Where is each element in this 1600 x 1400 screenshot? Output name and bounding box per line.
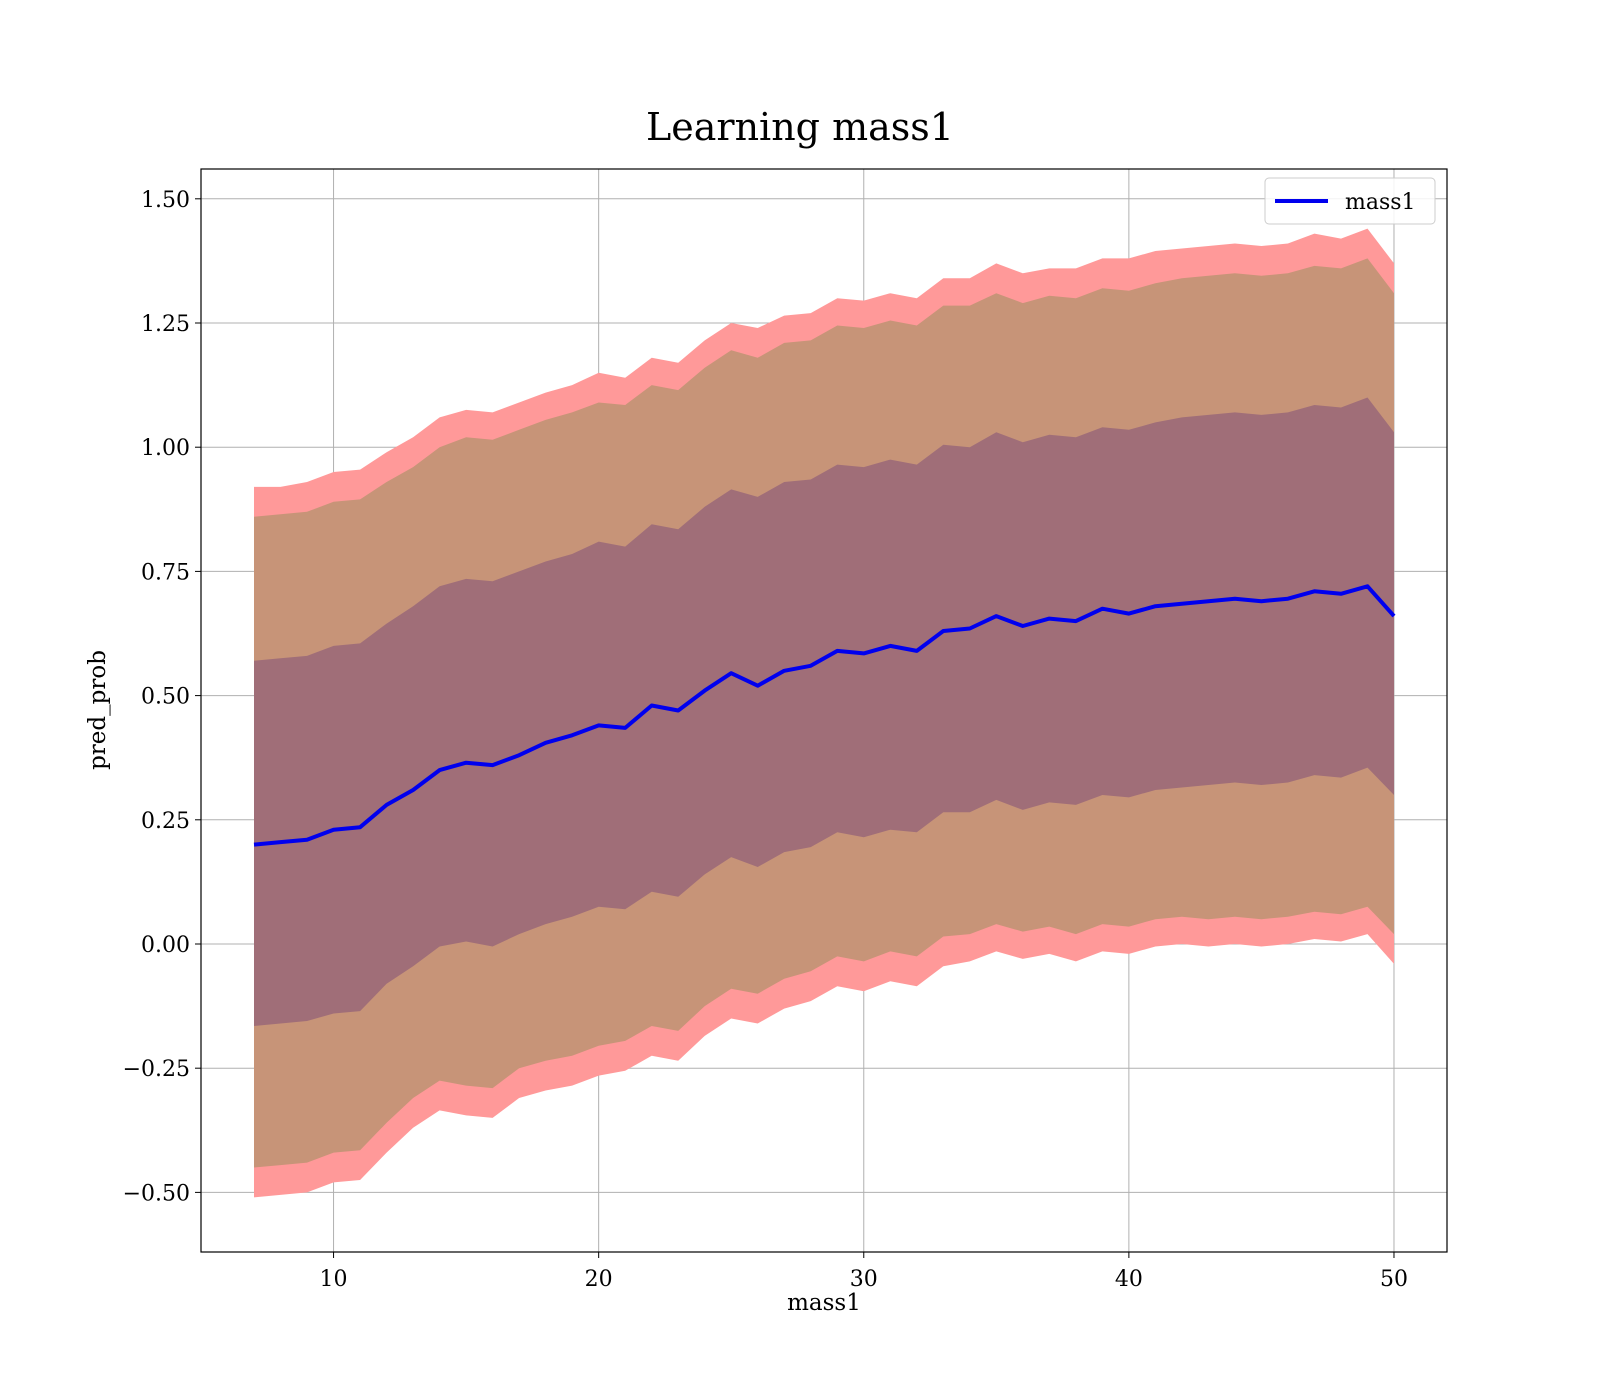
x-axis-label: mass1	[787, 1290, 861, 1316]
y-axis: −0.50 −0.25 0.00 0.25 0.50 0.75 1.00 1.25 1.50	[123, 188, 201, 1206]
y-tick-label: −0.50	[123, 1181, 190, 1206]
y-tick-label: −0.25	[123, 1057, 190, 1082]
x-tick-label: 50	[1380, 1267, 1408, 1292]
legend: mass1	[1264, 177, 1436, 225]
y-axis-label: pred_prob	[85, 650, 111, 770]
series-line-0	[253, 584, 1396, 847]
y-tick-label: 0.75	[141, 560, 190, 585]
chart-title: Learning mass1	[646, 105, 954, 149]
x-tick-label: 20	[585, 1267, 613, 1292]
y-tick-label: 0.00	[141, 933, 190, 958]
x-axis: 10 20 30 40 50	[320, 1252, 1408, 1292]
legend-label: mass1	[1345, 190, 1416, 215]
band-inner	[254, 397, 1394, 1026]
x-tick-label: 30	[850, 1267, 878, 1292]
y-tick-label: 1.50	[141, 188, 190, 213]
y-tick-label: 0.25	[141, 809, 190, 834]
y-tick-label: 0.50	[141, 685, 190, 710]
series-lines	[253, 584, 1396, 847]
legend-box	[1264, 177, 1436, 225]
x-tick-label: 40	[1115, 1267, 1143, 1292]
confidence-bands	[254, 228, 1394, 1198]
y-tick-label: 1.00	[141, 436, 190, 461]
x-tick-label: 10	[320, 1267, 348, 1292]
plot-frame	[200, 168, 1448, 1253]
y-tick-label: 1.25	[141, 312, 190, 337]
